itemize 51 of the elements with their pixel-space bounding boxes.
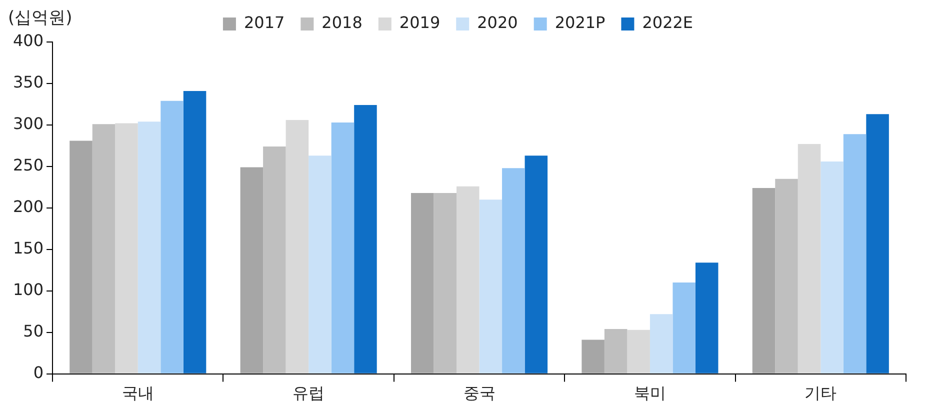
y-tick-label: 150 [12, 238, 44, 258]
bar [672, 282, 696, 374]
x-tick-label: 기타 [804, 384, 837, 403]
bar [456, 186, 480, 374]
y-tick-label: 250 [12, 156, 44, 175]
y-tick-label: 200 [12, 197, 44, 216]
x-tick-label: 유럽 [292, 384, 325, 403]
bar [240, 167, 264, 374]
x-tick-label: 북미 [634, 384, 666, 403]
legend-label: 2020 [477, 13, 518, 32]
bar [70, 140, 92, 374]
bar [354, 105, 377, 374]
y-tick-label: 100 [12, 280, 44, 300]
bar [502, 168, 525, 374]
bar [263, 146, 286, 374]
bar [308, 156, 332, 374]
bar [286, 120, 309, 374]
bar [410, 192, 434, 374]
legend-label: 2021P [554, 13, 606, 32]
y-tick-label: 300 [12, 114, 44, 134]
y-tick-label: 400 [12, 31, 44, 50]
y-tick-label: 350 [12, 72, 44, 92]
bar [843, 134, 866, 374]
bar [115, 123, 138, 374]
bar [775, 178, 798, 374]
legend-label: 2022E [642, 13, 694, 32]
bar [138, 122, 161, 374]
bar [92, 124, 116, 374]
bar [866, 114, 889, 374]
y-tick-label: 50 [23, 321, 44, 340]
x-tick-label: 국내 [122, 384, 154, 403]
legend-label: 2019 [399, 13, 440, 32]
bar [582, 340, 604, 374]
bar [627, 330, 650, 374]
legend-label: 2017 [244, 13, 285, 32]
legend-label: 2018 [322, 13, 362, 32]
bar [604, 329, 628, 374]
bar [524, 156, 548, 374]
bar [479, 200, 502, 374]
bar [798, 144, 821, 374]
bar [650, 314, 673, 374]
bar [752, 188, 776, 374]
bar [820, 161, 844, 374]
bar [160, 100, 184, 374]
bar [183, 90, 206, 374]
y-tick-label: 0 [33, 362, 44, 382]
y-axis-title: (십억원) [8, 7, 72, 29]
bar [331, 122, 354, 374]
bar [695, 262, 718, 374]
bar [434, 192, 457, 374]
x-tick-label: 중국 [463, 384, 496, 403]
